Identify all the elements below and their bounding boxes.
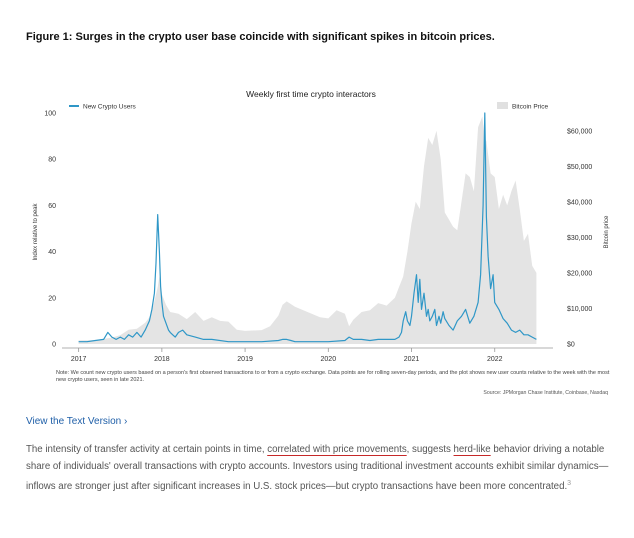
x-tick-label: 2017 xyxy=(71,356,87,363)
view-text-version-link[interactable]: View the Text Version › xyxy=(26,416,127,427)
y-tick-label-left: 20 xyxy=(48,295,56,302)
y-tick-label-right: $60,000 xyxy=(567,128,592,135)
y-axis-label-right: Bitcoin price xyxy=(604,215,610,248)
figure-note: Note: We count new crypto users based on… xyxy=(56,370,610,383)
view-text-version-label: View the Text Version xyxy=(26,416,122,427)
y-axis-label-left: Index relative to peak xyxy=(33,202,39,260)
underlined-phrase-herd-like: herd-like xyxy=(453,444,491,455)
legend-label-users: New Crypto Users xyxy=(83,104,136,111)
new-crypto-users-line xyxy=(78,112,537,343)
bitcoin-price-area xyxy=(78,116,537,344)
chart-title: Weekly first time crypto interactors xyxy=(246,89,376,99)
legend-area-swatch xyxy=(497,102,508,109)
figure-source: Source: JPMorgan Chase Institute, Coinba… xyxy=(483,390,608,396)
x-tick-label: 2021 xyxy=(404,356,420,363)
y-tick-label-right: $0 xyxy=(567,342,575,349)
x-tick-label: 2018 xyxy=(154,356,170,363)
y-tick-label-left: 40 xyxy=(48,249,56,256)
y-tick-label-left: 60 xyxy=(48,203,56,210)
body-paragraph: The intensity of transfer activity at ce… xyxy=(26,441,616,495)
body-text-3: behavior driving a notable share of indi… xyxy=(26,444,609,493)
y-tick-label-left: 80 xyxy=(48,157,56,164)
y-tick-label-left: 100 xyxy=(44,111,56,118)
body-text-1: The intensity of transfer activity at ce… xyxy=(26,444,268,455)
footnote-marker: 3 xyxy=(567,480,572,487)
y-tick-label-right: $10,000 xyxy=(567,306,592,313)
plot-area: 2017 2018 2019 2020 2021 2022 0 20 40 60 80 100 $0 $1… xyxy=(44,111,592,364)
x-tick-label: 2020 xyxy=(321,356,337,363)
x-tick-label: 2022 xyxy=(487,356,503,363)
chevron-right-icon: › xyxy=(124,416,128,427)
underlined-phrase-price-movements: correlated with price movements xyxy=(267,444,407,455)
body-text-2: , suggests xyxy=(406,444,454,455)
figure-title: Figure 1: Surges in the crypto user base… xyxy=(26,31,495,43)
x-tick-label: 2019 xyxy=(237,356,253,363)
chart: Weekly first time crypto interactors New… xyxy=(33,89,610,364)
legend-right: Bitcoin Price xyxy=(497,102,549,111)
y-tick-label-right: $30,000 xyxy=(567,235,592,242)
y-tick-label-right: $20,000 xyxy=(567,270,592,277)
y-tick-label-right: $50,000 xyxy=(567,164,592,171)
legend-label-bitcoin: Bitcoin Price xyxy=(512,104,549,111)
legend-left: New Crypto Users xyxy=(69,104,136,111)
y-tick-label-left: 0 xyxy=(52,342,56,349)
y-tick-label-right: $40,000 xyxy=(567,199,592,206)
